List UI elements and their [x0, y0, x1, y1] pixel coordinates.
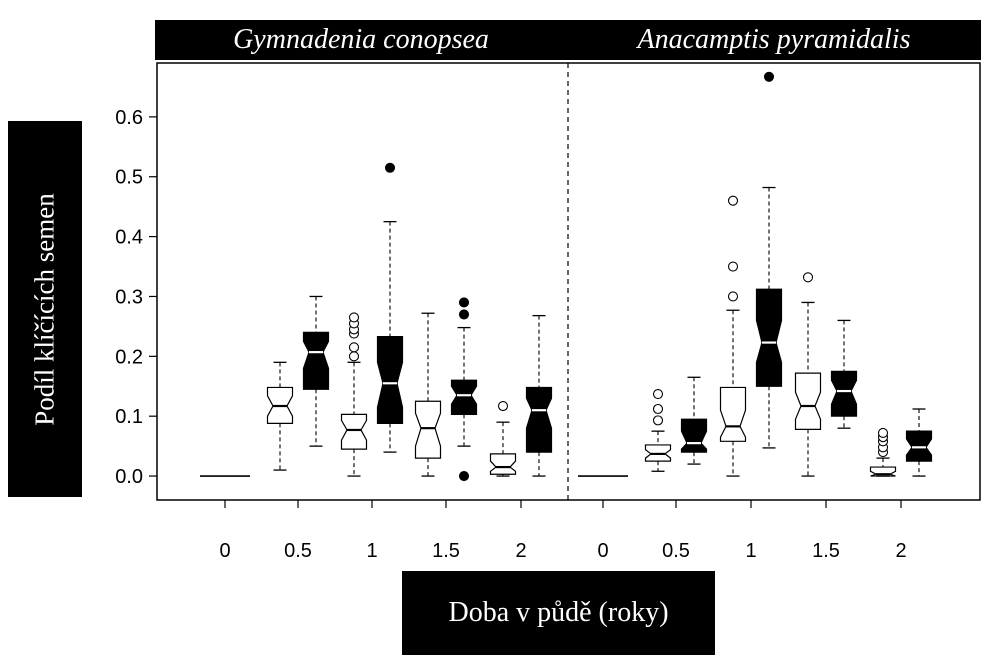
- box-white: [794, 372, 822, 430]
- x-tick-label: 1: [745, 540, 756, 562]
- x-tick-label: 0.5: [284, 540, 312, 562]
- y-axis-label-box: Podíl klíčících semen: [8, 121, 82, 497]
- panel-title-anacamptis: Anacamptis pyramidalis: [637, 24, 911, 55]
- box-white: [340, 413, 368, 450]
- outlier-point: [458, 309, 470, 320]
- x-tick-label: 0.5: [662, 540, 690, 562]
- outlier-point: [384, 162, 396, 173]
- y-tick-label: 0.2: [115, 346, 143, 368]
- y-tick-label: 0.1: [115, 406, 143, 428]
- outlier-point: [458, 297, 470, 308]
- x-tick-label: 1: [366, 540, 377, 562]
- box-black: [755, 288, 783, 387]
- panel-title-gymnadenia: Gymnadenia conopsea: [233, 24, 489, 55]
- outlier-point: [877, 427, 889, 439]
- box-white: [489, 453, 517, 475]
- panel-header-bar: Gymnadenia conopsea Anacamptis pyramidal…: [155, 20, 981, 60]
- box-white: [719, 386, 747, 442]
- outlier-point: [652, 403, 664, 415]
- outlier-point: [763, 71, 775, 82]
- outlier-point: [348, 342, 360, 353]
- box-black: [376, 335, 404, 424]
- x-tick-label: 2: [895, 540, 906, 562]
- x-tick-label: 1.5: [432, 540, 460, 562]
- outlier-point: [458, 471, 470, 482]
- outlier-point: [727, 261, 739, 272]
- box-black: [450, 379, 478, 415]
- y-tick-label: 0.0: [115, 466, 143, 488]
- box-black: [905, 430, 933, 462]
- box-black: [680, 418, 708, 453]
- box-black: [302, 331, 330, 390]
- outlier-point: [348, 312, 360, 323]
- x-axis-label-box: Doba v půdě (roky): [402, 571, 715, 655]
- outlier-point: [497, 400, 509, 412]
- x-tick-label: 0: [219, 540, 230, 562]
- outlier-point: [348, 351, 360, 362]
- y-tick-label: 0.5: [115, 167, 143, 189]
- x-tick-label: 2: [515, 540, 526, 562]
- outlier-point: [727, 291, 739, 302]
- outlier-point: [652, 388, 664, 400]
- outlier-point: [727, 195, 739, 206]
- x-tick-label: 0: [597, 540, 608, 562]
- x-axis-label: Doba v půdě (roky): [448, 597, 669, 628]
- x-tick-label: 1.5: [812, 540, 840, 562]
- box-black: [525, 386, 553, 453]
- y-tick-label: 0.4: [115, 227, 143, 249]
- outlier-point: [802, 272, 814, 283]
- y-tick-label: 0.6: [115, 107, 143, 129]
- box-white: [414, 400, 442, 459]
- outlier-point: [652, 415, 664, 426]
- y-tick-label: 0.3: [115, 286, 143, 308]
- box-black: [830, 370, 858, 417]
